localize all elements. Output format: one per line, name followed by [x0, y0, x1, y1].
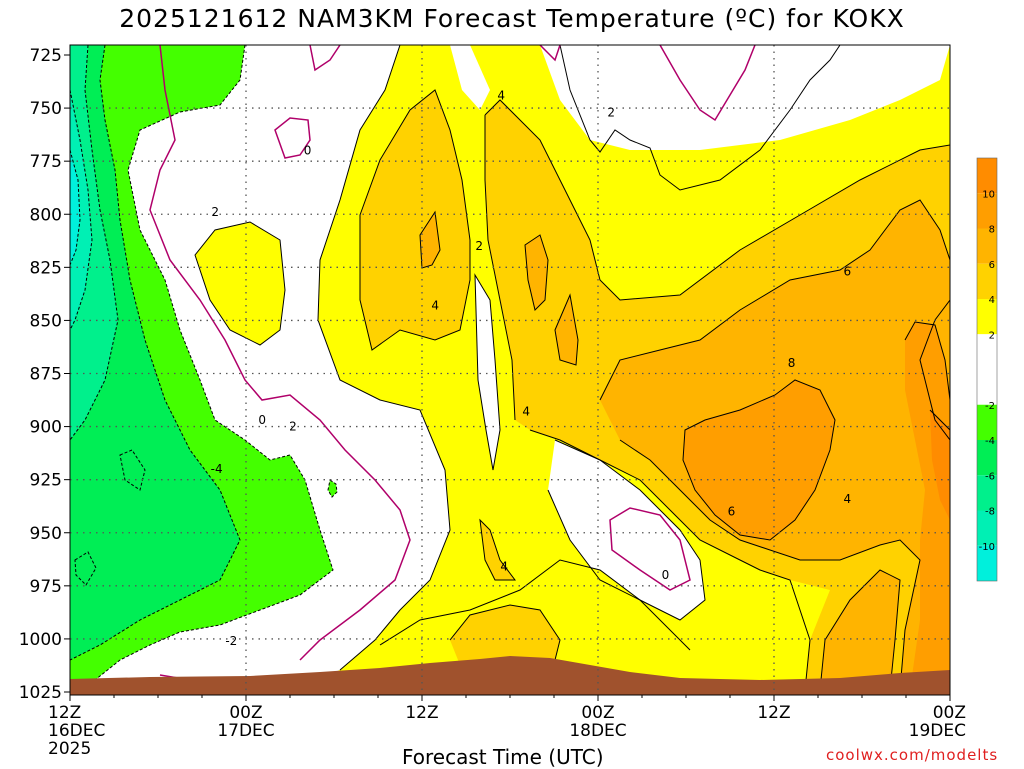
colorbar-band: [977, 404, 997, 440]
contour-label: 2: [289, 420, 297, 434]
colorbar-label: 6: [989, 260, 995, 271]
x-tick-label: 12Z: [757, 703, 790, 723]
y-tick-label: 825: [30, 258, 62, 278]
colorbar: 10 8 6 4 2 -2 -4 -6 -8 -10: [976, 157, 998, 582]
colorbar-label: -8: [985, 507, 995, 518]
colorbar-label: -10: [979, 542, 995, 553]
colorbar-frame: [976, 157, 998, 582]
y-tick-label: 950: [30, 524, 62, 544]
y-tick-label: 1000: [19, 630, 62, 650]
x-tick-label: 12Z: [405, 703, 438, 723]
band-minus-6-minus-8: [70, 45, 118, 440]
x-tick-label: 18DEC: [569, 721, 626, 741]
temperature-field: [70, 45, 950, 695]
colorbar-label: -4: [985, 436, 995, 447]
x-axis-title: Forecast Time (UTC): [402, 745, 604, 769]
grid-lines: [70, 45, 950, 695]
colorbar-band: [977, 334, 997, 405]
terrain: [70, 656, 950, 695]
y-axis: 725 750 775 800 825 850 875 900 925 950 975 1000 102…: [19, 46, 70, 703]
contour-label: 8: [788, 356, 796, 370]
band-10-12: [930, 410, 950, 520]
x-tick-label: 00Z: [581, 703, 614, 723]
contour-label: 4: [522, 405, 530, 419]
contour-label: 4: [500, 560, 508, 574]
contour-label: 0: [304, 144, 312, 158]
y-tick-label: 750: [30, 99, 62, 119]
y-tick-label: 800: [30, 205, 62, 225]
y-tick-label: 975: [30, 577, 62, 597]
colorbar-band: [977, 158, 997, 194]
colorbar-band: [977, 510, 997, 546]
contour-label: 4: [497, 88, 505, 102]
y-tick-label: 925: [30, 471, 62, 491]
colorbar-band: [977, 228, 997, 264]
x-tick-label: 2025: [48, 739, 91, 759]
colorbar-band: [977, 545, 997, 581]
contour-labels: 4 2 0 2 2 6 4 8 0 4 2 -4 6 4 4 0 -2: [211, 88, 851, 648]
credit-link[interactable]: coolwx.com/modelts: [826, 746, 999, 764]
contour-label: -4: [211, 462, 223, 476]
colorbar-label: -2: [985, 401, 995, 412]
contour-label: -2: [225, 634, 237, 648]
x-tick-label: 19DEC: [909, 721, 966, 741]
contour-lines-positive: [194, 45, 950, 691]
band-minus-8-minus-10: [70, 90, 92, 330]
x-tick-label: 17DEC: [217, 721, 274, 741]
colorbar-label: 10: [982, 189, 995, 200]
contour-label: 4: [431, 299, 439, 313]
contour-lines-negative: [70, 45, 338, 681]
colorbar-label: 4: [989, 295, 995, 306]
y-tick-label: 875: [30, 365, 62, 385]
y-tick-label: 850: [30, 311, 62, 331]
y-tick-label: 775: [30, 152, 62, 172]
contour-label: 0: [258, 413, 266, 427]
contour-label: 6: [844, 265, 852, 279]
contour-label: 4: [844, 492, 852, 506]
band-minus-4-minus-6: [70, 45, 240, 660]
colorbar-band: [977, 440, 997, 476]
x-tick-label: 16DEC: [48, 721, 105, 741]
contour-label: 0: [662, 568, 670, 582]
x-tick-label: 12Z: [48, 703, 81, 723]
colorbar-band: [977, 299, 997, 335]
chart-title: 2025121612 NAM3KM Forecast Temperature (…: [119, 4, 905, 33]
colorbar-band: [977, 475, 997, 511]
contour-label: 2: [475, 239, 483, 253]
y-tick-label: 725: [30, 46, 62, 66]
band-8-10: [683, 322, 950, 690]
contour-label: 2: [607, 105, 615, 119]
colorbar-band: [977, 263, 997, 299]
colorbar-label: 8: [989, 225, 995, 236]
contour-label: 6: [728, 505, 736, 519]
x-tick-label: 00Z: [229, 703, 262, 723]
colorbar-label: -6: [985, 471, 995, 482]
contour-label: 2: [211, 205, 219, 219]
colorbar-band: [977, 193, 997, 229]
x-tick-label: 00Z: [933, 703, 966, 723]
y-tick-label: 900: [30, 418, 62, 438]
y-tick-label: 1025: [19, 683, 62, 703]
colorbar-label: 2: [989, 330, 995, 341]
